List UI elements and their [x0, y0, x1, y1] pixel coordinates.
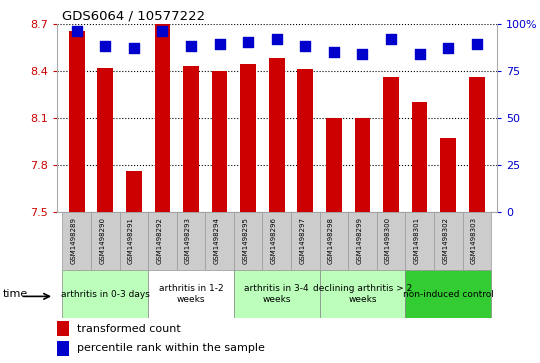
Text: GSM1498299: GSM1498299 [356, 217, 362, 264]
Text: GSM1498298: GSM1498298 [328, 217, 334, 264]
Bar [126, 171, 141, 212]
Bar [205, 212, 234, 270]
Bar [383, 77, 399, 212]
Bar [119, 212, 148, 270]
Bar [212, 71, 227, 212]
Bar [234, 212, 262, 270]
Text: GSM1498293: GSM1498293 [185, 217, 191, 264]
Text: GSM1498291: GSM1498291 [128, 217, 134, 264]
Text: GSM1498295: GSM1498295 [242, 217, 248, 264]
Point [273, 36, 281, 42]
Bar [291, 212, 320, 270]
Bar [462, 212, 491, 270]
Point [72, 28, 81, 34]
Bar [469, 77, 485, 212]
Bar [412, 102, 428, 212]
Point [187, 43, 195, 49]
Text: arthritis in 0-3 days: arthritis in 0-3 days [61, 290, 150, 298]
Bar [63, 270, 148, 318]
Bar [440, 138, 456, 212]
Point [444, 45, 453, 51]
Text: GSM1498294: GSM1498294 [214, 217, 220, 264]
Bar [69, 32, 85, 212]
Point [329, 49, 338, 55]
Point [101, 43, 110, 49]
Point [215, 41, 224, 47]
Point [301, 43, 309, 49]
Text: GSM1498300: GSM1498300 [385, 217, 391, 264]
Text: arthritis in 3-4
weeks: arthritis in 3-4 weeks [245, 284, 309, 304]
Bar [234, 270, 320, 318]
Point [130, 45, 138, 51]
Text: GDS6064 / 10577222: GDS6064 / 10577222 [62, 9, 205, 22]
Bar [63, 212, 91, 270]
Bar [240, 65, 256, 212]
Text: non-induced control: non-induced control [403, 290, 494, 298]
Point [158, 28, 167, 34]
Bar [154, 24, 170, 212]
Text: GSM1498296: GSM1498296 [271, 217, 277, 264]
Point [244, 40, 253, 45]
Point [415, 51, 424, 57]
Bar [91, 212, 119, 270]
Bar [148, 212, 177, 270]
Text: GSM1498289: GSM1498289 [71, 217, 77, 264]
Bar [406, 212, 434, 270]
Bar [320, 212, 348, 270]
Text: transformed count: transformed count [77, 323, 181, 334]
Bar [97, 68, 113, 212]
Text: GSM1498302: GSM1498302 [442, 217, 448, 264]
Bar [177, 212, 205, 270]
Bar [183, 66, 199, 212]
Text: declining arthritis > 2
weeks: declining arthritis > 2 weeks [313, 284, 412, 304]
Text: arthritis in 1-2
weeks: arthritis in 1-2 weeks [159, 284, 224, 304]
Bar [148, 270, 234, 318]
Point [472, 41, 481, 47]
Text: time: time [3, 289, 28, 299]
Bar [348, 212, 377, 270]
Text: GSM1498290: GSM1498290 [99, 217, 105, 264]
Text: GSM1498303: GSM1498303 [471, 217, 477, 264]
Bar [269, 58, 285, 212]
Point [358, 51, 367, 57]
Bar [406, 270, 491, 318]
Bar [326, 118, 342, 212]
Bar [355, 118, 370, 212]
Bar [434, 212, 462, 270]
Point [387, 36, 395, 42]
Bar [262, 212, 291, 270]
Text: GSM1498297: GSM1498297 [299, 217, 305, 264]
Text: GSM1498301: GSM1498301 [414, 217, 420, 264]
Bar [320, 270, 406, 318]
Text: percentile rank within the sample: percentile rank within the sample [77, 343, 265, 354]
Bar [298, 69, 313, 212]
Text: GSM1498292: GSM1498292 [157, 217, 163, 264]
Bar [377, 212, 406, 270]
